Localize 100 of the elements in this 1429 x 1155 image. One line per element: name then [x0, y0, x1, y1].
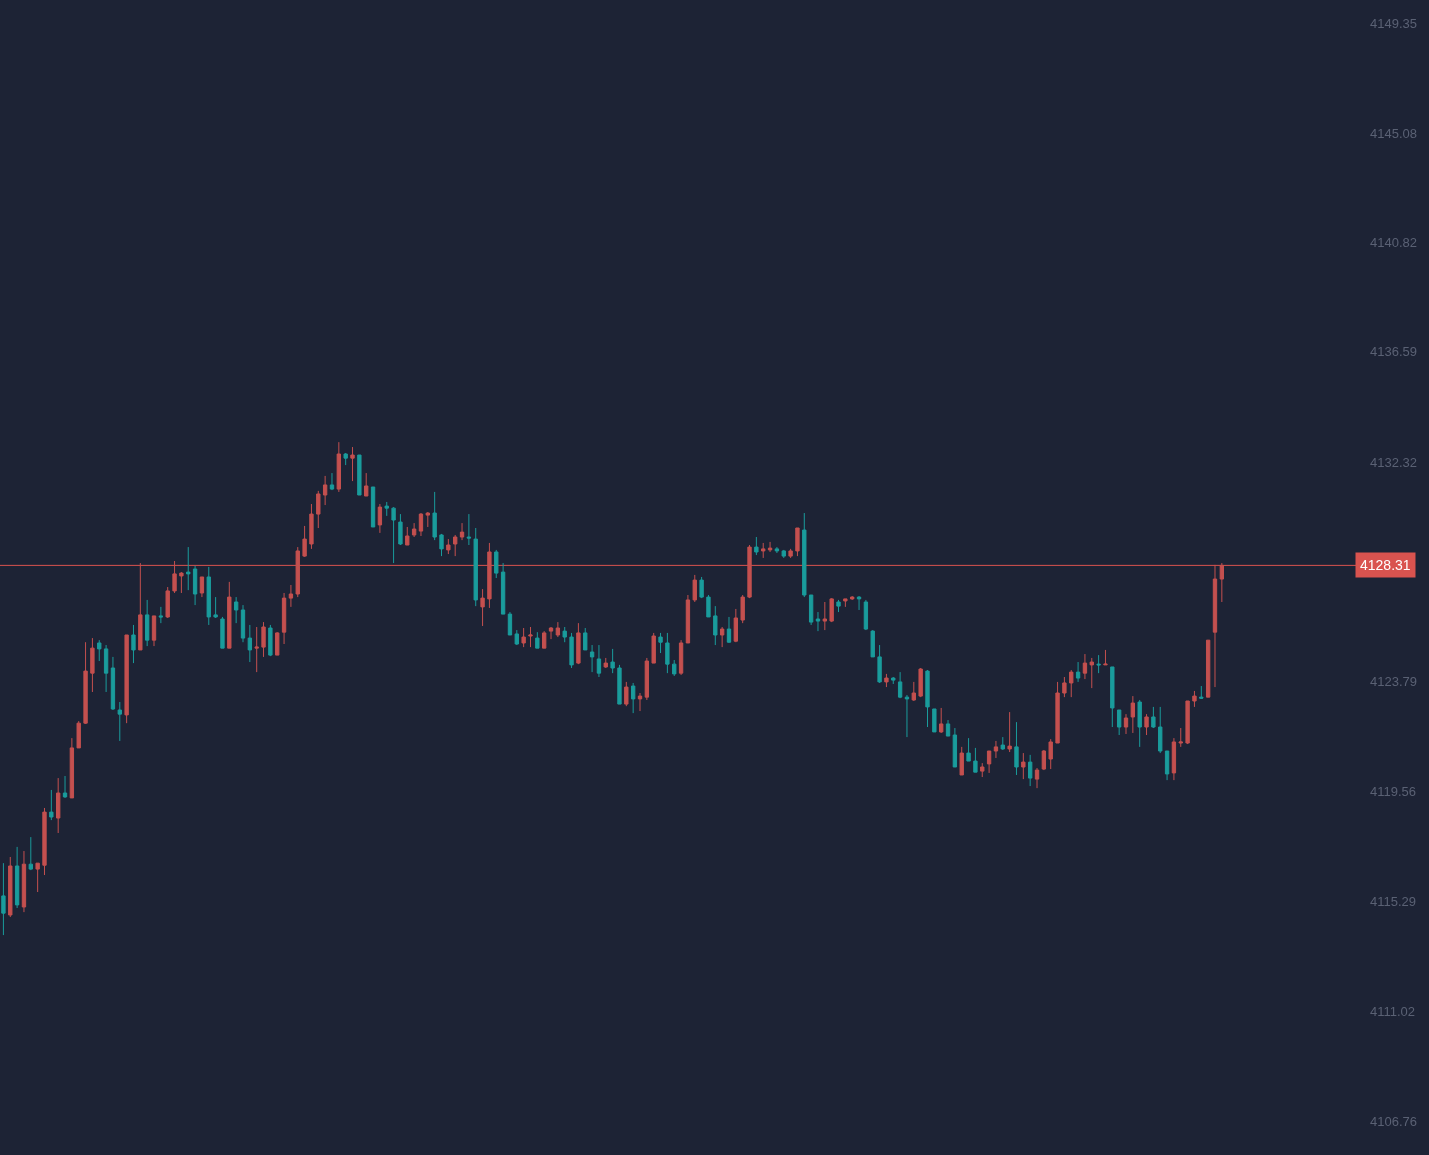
- candlestick: [610, 648, 615, 674]
- candlestick: [521, 627, 526, 648]
- candlestick: [1110, 666, 1115, 728]
- candlestick: [487, 542, 492, 609]
- candlestick: [172, 560, 177, 594]
- candlestick: [952, 727, 958, 768]
- candlestick: [897, 671, 903, 699]
- candlestick: [870, 629, 875, 658]
- candlestick: [49, 789, 54, 821]
- candlestick: [186, 546, 191, 591]
- candlestick: [144, 599, 150, 647]
- candlestick: [993, 740, 999, 759]
- candlestick: [507, 611, 513, 636]
- candlestick: [986, 750, 992, 774]
- candlestick: [1212, 564, 1218, 688]
- candlestick: [1028, 754, 1033, 787]
- y-tick-label: 4111.02: [1370, 1003, 1416, 1019]
- ref-line-label: 4128.31: [1360, 557, 1411, 573]
- candlestick: [28, 836, 33, 871]
- candlestick: [583, 627, 588, 651]
- candlestick: [62, 775, 68, 799]
- candlestick: [281, 592, 287, 645]
- candlestick: [678, 639, 684, 676]
- candlestick: [42, 807, 47, 876]
- candlestick: [377, 503, 383, 534]
- candlestick: [767, 541, 773, 553]
- candlestick: [261, 621, 266, 658]
- y-tick-label: 4123.79: [1370, 674, 1417, 690]
- candlestick: [877, 644, 882, 684]
- candlestick: [733, 608, 739, 643]
- candlestick: [364, 472, 369, 497]
- y-tick-label: 4140.82: [1370, 235, 1417, 251]
- candlestick: [110, 656, 116, 711]
- candlestick: [815, 611, 821, 632]
- candlestick: [850, 595, 855, 601]
- candlestick: [1096, 654, 1101, 674]
- candlestick: [466, 513, 472, 546]
- candlestick: [548, 626, 554, 640]
- candlestick: [939, 707, 944, 734]
- candlestick: [302, 525, 307, 558]
- candlestick: [151, 615, 157, 647]
- candlestick: [1185, 700, 1190, 745]
- candlestick: [165, 586, 170, 619]
- candlestick: [665, 632, 670, 674]
- candlestick: [1130, 695, 1136, 734]
- candlestick: [1014, 721, 1019, 776]
- candlestick: [1151, 706, 1156, 729]
- candlestick: [932, 708, 937, 733]
- candlestick: [576, 622, 581, 665]
- candlestick: [630, 682, 636, 714]
- candlestick: [329, 472, 335, 491]
- candlestick: [603, 657, 608, 668]
- candlestick: [637, 692, 643, 712]
- candlestick: [206, 566, 211, 626]
- candlestick: [1041, 749, 1047, 771]
- y-tick-label: 4132.32: [1370, 454, 1417, 470]
- candlestick: [439, 533, 444, 557]
- candlestick: [973, 747, 978, 773]
- candlestick: [1021, 752, 1026, 780]
- candlestick: [322, 475, 328, 506]
- candlestick: [726, 616, 732, 644]
- candlestick: [405, 526, 410, 546]
- candlestick: [391, 506, 396, 564]
- candlestick: [1089, 657, 1094, 689]
- candlestick: [14, 846, 20, 909]
- candlestick: [411, 522, 417, 538]
- candlestick: [918, 667, 923, 698]
- candlestick: [117, 701, 122, 742]
- candlestick: [925, 669, 930, 728]
- candlestick: [453, 534, 458, 557]
- candlestick: [980, 762, 985, 778]
- candlestick: [754, 536, 759, 556]
- candlestick: [398, 513, 403, 546]
- candlestick: [494, 549, 499, 579]
- candlestick: [1055, 681, 1060, 744]
- candlestick: [719, 626, 725, 648]
- candlestick: [808, 594, 814, 626]
- candlestick: [350, 446, 355, 482]
- candlestick: [1000, 736, 1005, 751]
- candlestick: [699, 576, 704, 599]
- candlestick: [500, 562, 506, 615]
- candlestick: [788, 548, 793, 559]
- candlestick: [959, 746, 964, 776]
- candlestick: [21, 850, 27, 913]
- candlestick: [822, 601, 827, 631]
- candlestick: [268, 624, 273, 657]
- candlestick: [713, 605, 718, 646]
- candlestick: [863, 599, 869, 631]
- candlestick: [309, 503, 314, 550]
- candlestick: [1137, 699, 1142, 748]
- candlestick: [795, 527, 800, 557]
- candlestick: [644, 657, 650, 701]
- candlestick: [1158, 706, 1163, 754]
- candlestick: [904, 694, 910, 738]
- candlestick: [528, 626, 533, 648]
- candlestick: [1069, 669, 1074, 698]
- candlestick: [1103, 649, 1108, 666]
- candlestick: [658, 632, 663, 654]
- y-tick-label: 4115.29: [1370, 893, 1417, 909]
- candlestick: [542, 630, 547, 649]
